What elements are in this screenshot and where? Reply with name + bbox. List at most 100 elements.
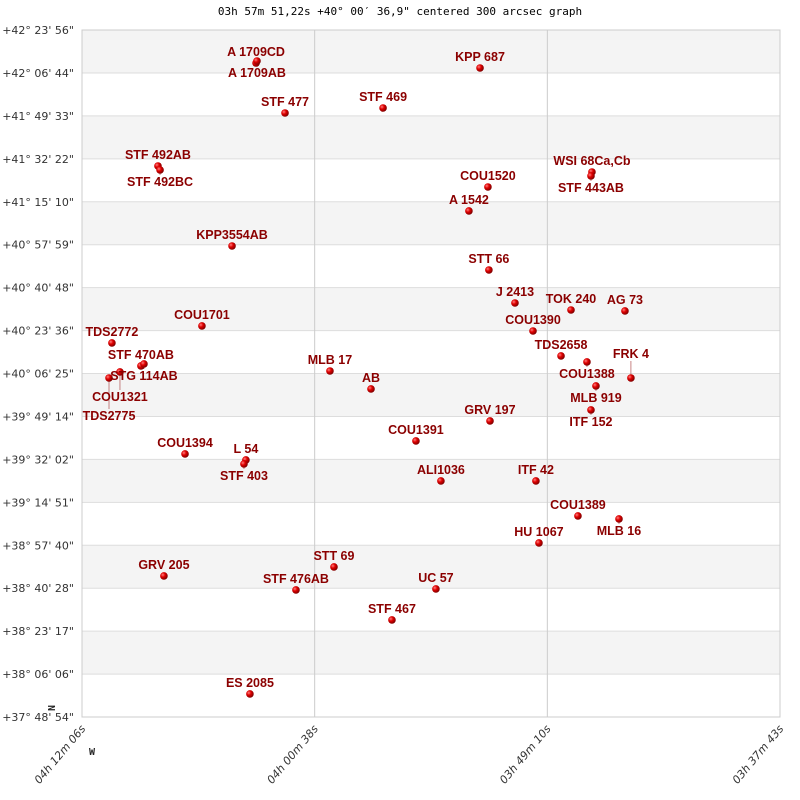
star-label: MLB 16 [597, 524, 642, 538]
star-label: COU1391 [388, 423, 444, 437]
star-label: A 1709AB [228, 66, 286, 80]
star-label: MLB 919 [570, 391, 621, 405]
star-point [511, 299, 519, 307]
compass-north: N [47, 705, 58, 711]
x-tick-label: 03h 49m 10s [497, 722, 554, 786]
star-point [367, 385, 375, 393]
star-label: COU1321 [92, 390, 148, 404]
grid-band [82, 416, 780, 460]
star-point [388, 616, 396, 624]
y-tick-label: +42° 23' 56" [2, 24, 74, 37]
star-point [140, 360, 148, 368]
star-label: L 54 [234, 442, 259, 456]
grid-band [82, 459, 780, 503]
grid-band [82, 373, 780, 417]
star-point [484, 183, 492, 191]
grid-band [82, 330, 780, 374]
star-label: FRK 4 [613, 347, 649, 361]
grid-band [82, 631, 780, 675]
star-label: HU 1067 [514, 525, 563, 539]
star-point [228, 242, 236, 250]
y-tick-label: +40° 06' 25" [2, 368, 74, 381]
star-point [476, 64, 484, 72]
star-point [198, 322, 206, 330]
star-point [379, 104, 387, 112]
y-tick-label: +40° 40' 48" [2, 282, 74, 295]
star-point [437, 477, 445, 485]
star-point [156, 166, 164, 174]
star-label: STG 114AB [110, 369, 177, 383]
star-label: STF 443AB [558, 181, 624, 195]
grid-band [82, 674, 780, 717]
y-tick-label: +40° 57' 59" [2, 239, 74, 252]
y-tick-label: +38° 40' 28" [2, 582, 74, 595]
star-point [160, 572, 168, 580]
grid-band [82, 545, 780, 589]
star-point [116, 368, 124, 376]
star-label: TOK 240 [546, 292, 597, 306]
star-label: GRV 205 [138, 558, 189, 572]
star-point [621, 307, 629, 315]
star-label: STF 403 [220, 469, 268, 483]
star-point [529, 327, 537, 335]
star-point [292, 586, 300, 594]
grid-band [82, 244, 780, 288]
star-label: STF 477 [261, 95, 309, 109]
star-label: COU1520 [460, 169, 516, 183]
star-label: STF 492AB [125, 148, 191, 162]
y-tick-label: +41° 15' 10" [2, 196, 74, 209]
star-point [246, 690, 254, 698]
star-point [627, 374, 635, 382]
star-label: COU1390 [505, 313, 561, 327]
y-tick-label: +38° 06' 06" [2, 668, 74, 681]
star-label: TDS2658 [535, 338, 588, 352]
star-point [587, 406, 595, 414]
plot-frame [81, 29, 781, 718]
star-point [281, 109, 289, 117]
y-tick-label: +39° 49' 14" [2, 410, 74, 423]
y-tick-label: +38° 23' 17" [2, 625, 74, 638]
star-label: ITF 42 [518, 463, 554, 477]
star-label: J 2413 [496, 285, 534, 299]
star-label: STT 69 [313, 549, 354, 563]
star-point [567, 306, 575, 314]
star-label: STF 469 [359, 90, 407, 104]
star-label: TDS2772 [86, 325, 139, 339]
star-point [412, 437, 420, 445]
star-label: COU1701 [174, 308, 230, 322]
star-label: TDS2775 [83, 409, 136, 423]
star-label: A 1542 [449, 193, 489, 207]
star-point [574, 512, 582, 520]
star-point [532, 477, 540, 485]
star-label: COU1389 [550, 498, 606, 512]
star-label: AG 73 [607, 293, 643, 307]
star-label: ITF 152 [569, 415, 612, 429]
grid-band [82, 201, 780, 245]
star-point [465, 207, 473, 215]
star-label: WSI 68Ca,Cb [553, 154, 630, 168]
star-label: UC 57 [418, 571, 453, 585]
star-label: ES 2085 [226, 676, 274, 690]
star-label: COU1388 [559, 367, 615, 381]
star-point [181, 450, 189, 458]
x-tick-label: 04h 00m 38s [264, 722, 321, 786]
star-point [432, 585, 440, 593]
grid-band [82, 502, 780, 546]
compass-west: W [89, 747, 96, 758]
star-point [535, 539, 543, 547]
grid-band [82, 588, 780, 632]
star-label: MLB 17 [308, 353, 353, 367]
x-tick-label: 03h 37m 43s [730, 722, 787, 786]
chart-title: 03h 57m 51,22s +40° 00′ 36,9" centered 3… [217, 5, 583, 18]
y-tick-label: +39° 32' 02" [2, 453, 74, 466]
star-point [557, 352, 565, 360]
star-label: STF 467 [368, 602, 416, 616]
y-tick-label: +40° 23' 36" [2, 325, 74, 338]
star-label: STF 492BC [127, 175, 193, 189]
star-label: GRV 197 [464, 403, 515, 417]
grid-band [82, 115, 780, 159]
star-point [253, 57, 261, 65]
y-tick-label: +41° 32' 22" [2, 153, 74, 166]
star-point [326, 367, 334, 375]
